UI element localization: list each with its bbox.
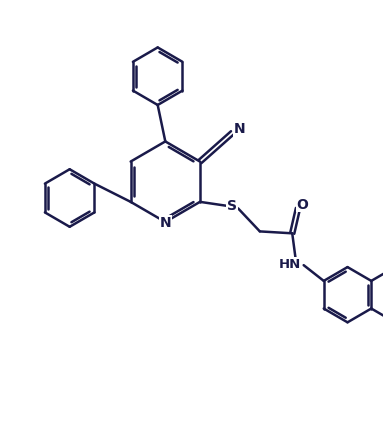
Text: S: S [227, 199, 237, 214]
Text: O: O [296, 198, 308, 211]
Text: HN: HN [279, 258, 301, 270]
Text: N: N [233, 122, 245, 136]
Text: N: N [159, 216, 171, 230]
